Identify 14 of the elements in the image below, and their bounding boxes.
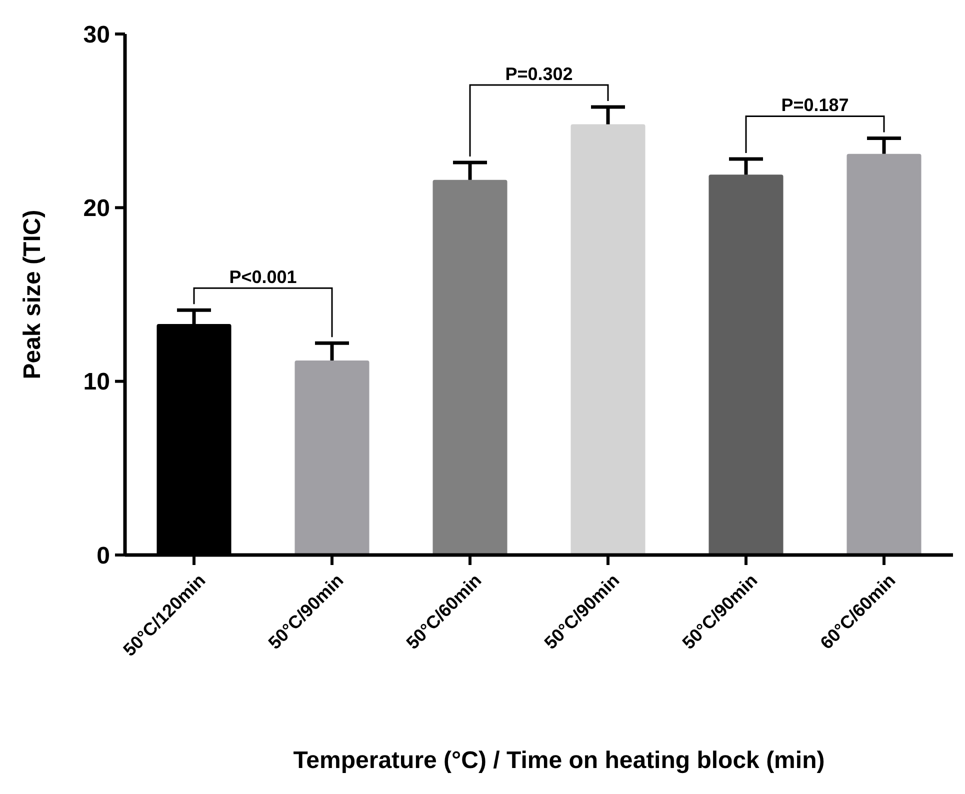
y-tick-label: 20: [83, 195, 110, 222]
bar: [294, 360, 370, 555]
bar: [708, 174, 784, 555]
x-axis-title: Temperature (°C) / Time on heating block (min): [293, 747, 825, 774]
y-tick-label: 0: [96, 542, 110, 570]
bar: [570, 124, 646, 555]
y-axis-title: Peak size (TIC): [19, 210, 46, 380]
annotation: P=0.187: [781, 95, 849, 116]
annotation: P<0.001: [229, 267, 297, 288]
bar: [846, 154, 922, 555]
y-tick-label: 10: [83, 368, 110, 396]
y-tick-label: 30: [83, 21, 110, 48]
bar: [432, 180, 508, 555]
annotation: P=0.302: [505, 64, 573, 84]
